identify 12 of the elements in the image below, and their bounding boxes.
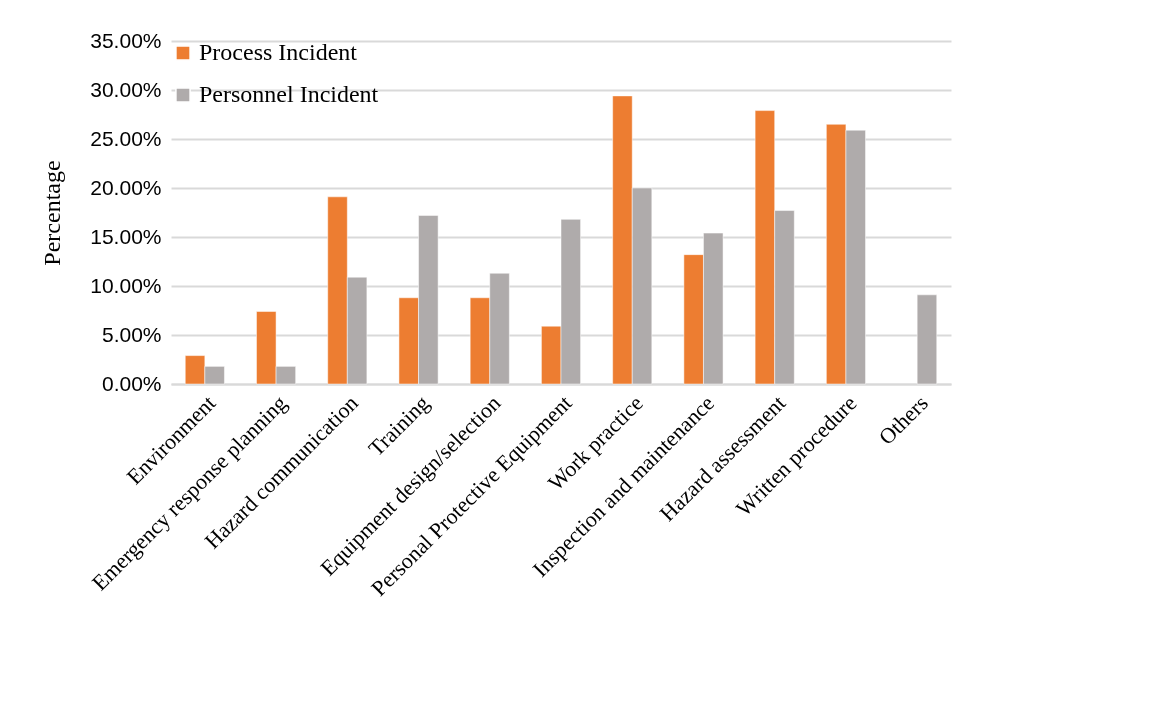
legend-label: Process Incident [199,39,358,65]
y-tick-label: 5.00% [101,322,162,346]
y-tick-label: 15.00% [90,224,162,248]
y-axis-title: Percentage [39,160,66,266]
bar [916,294,937,385]
y-tick-label: 10.00% [90,273,162,297]
y-tick-label: 20.00% [90,175,162,199]
legend-label: Personnel Incident [199,81,379,107]
y-tick-label: 30.00% [90,77,162,101]
y-tick-label: 35.00% [90,28,162,52]
y-tick-label: 0.00% [101,371,162,395]
y-tick-label: 25.00% [90,126,162,150]
